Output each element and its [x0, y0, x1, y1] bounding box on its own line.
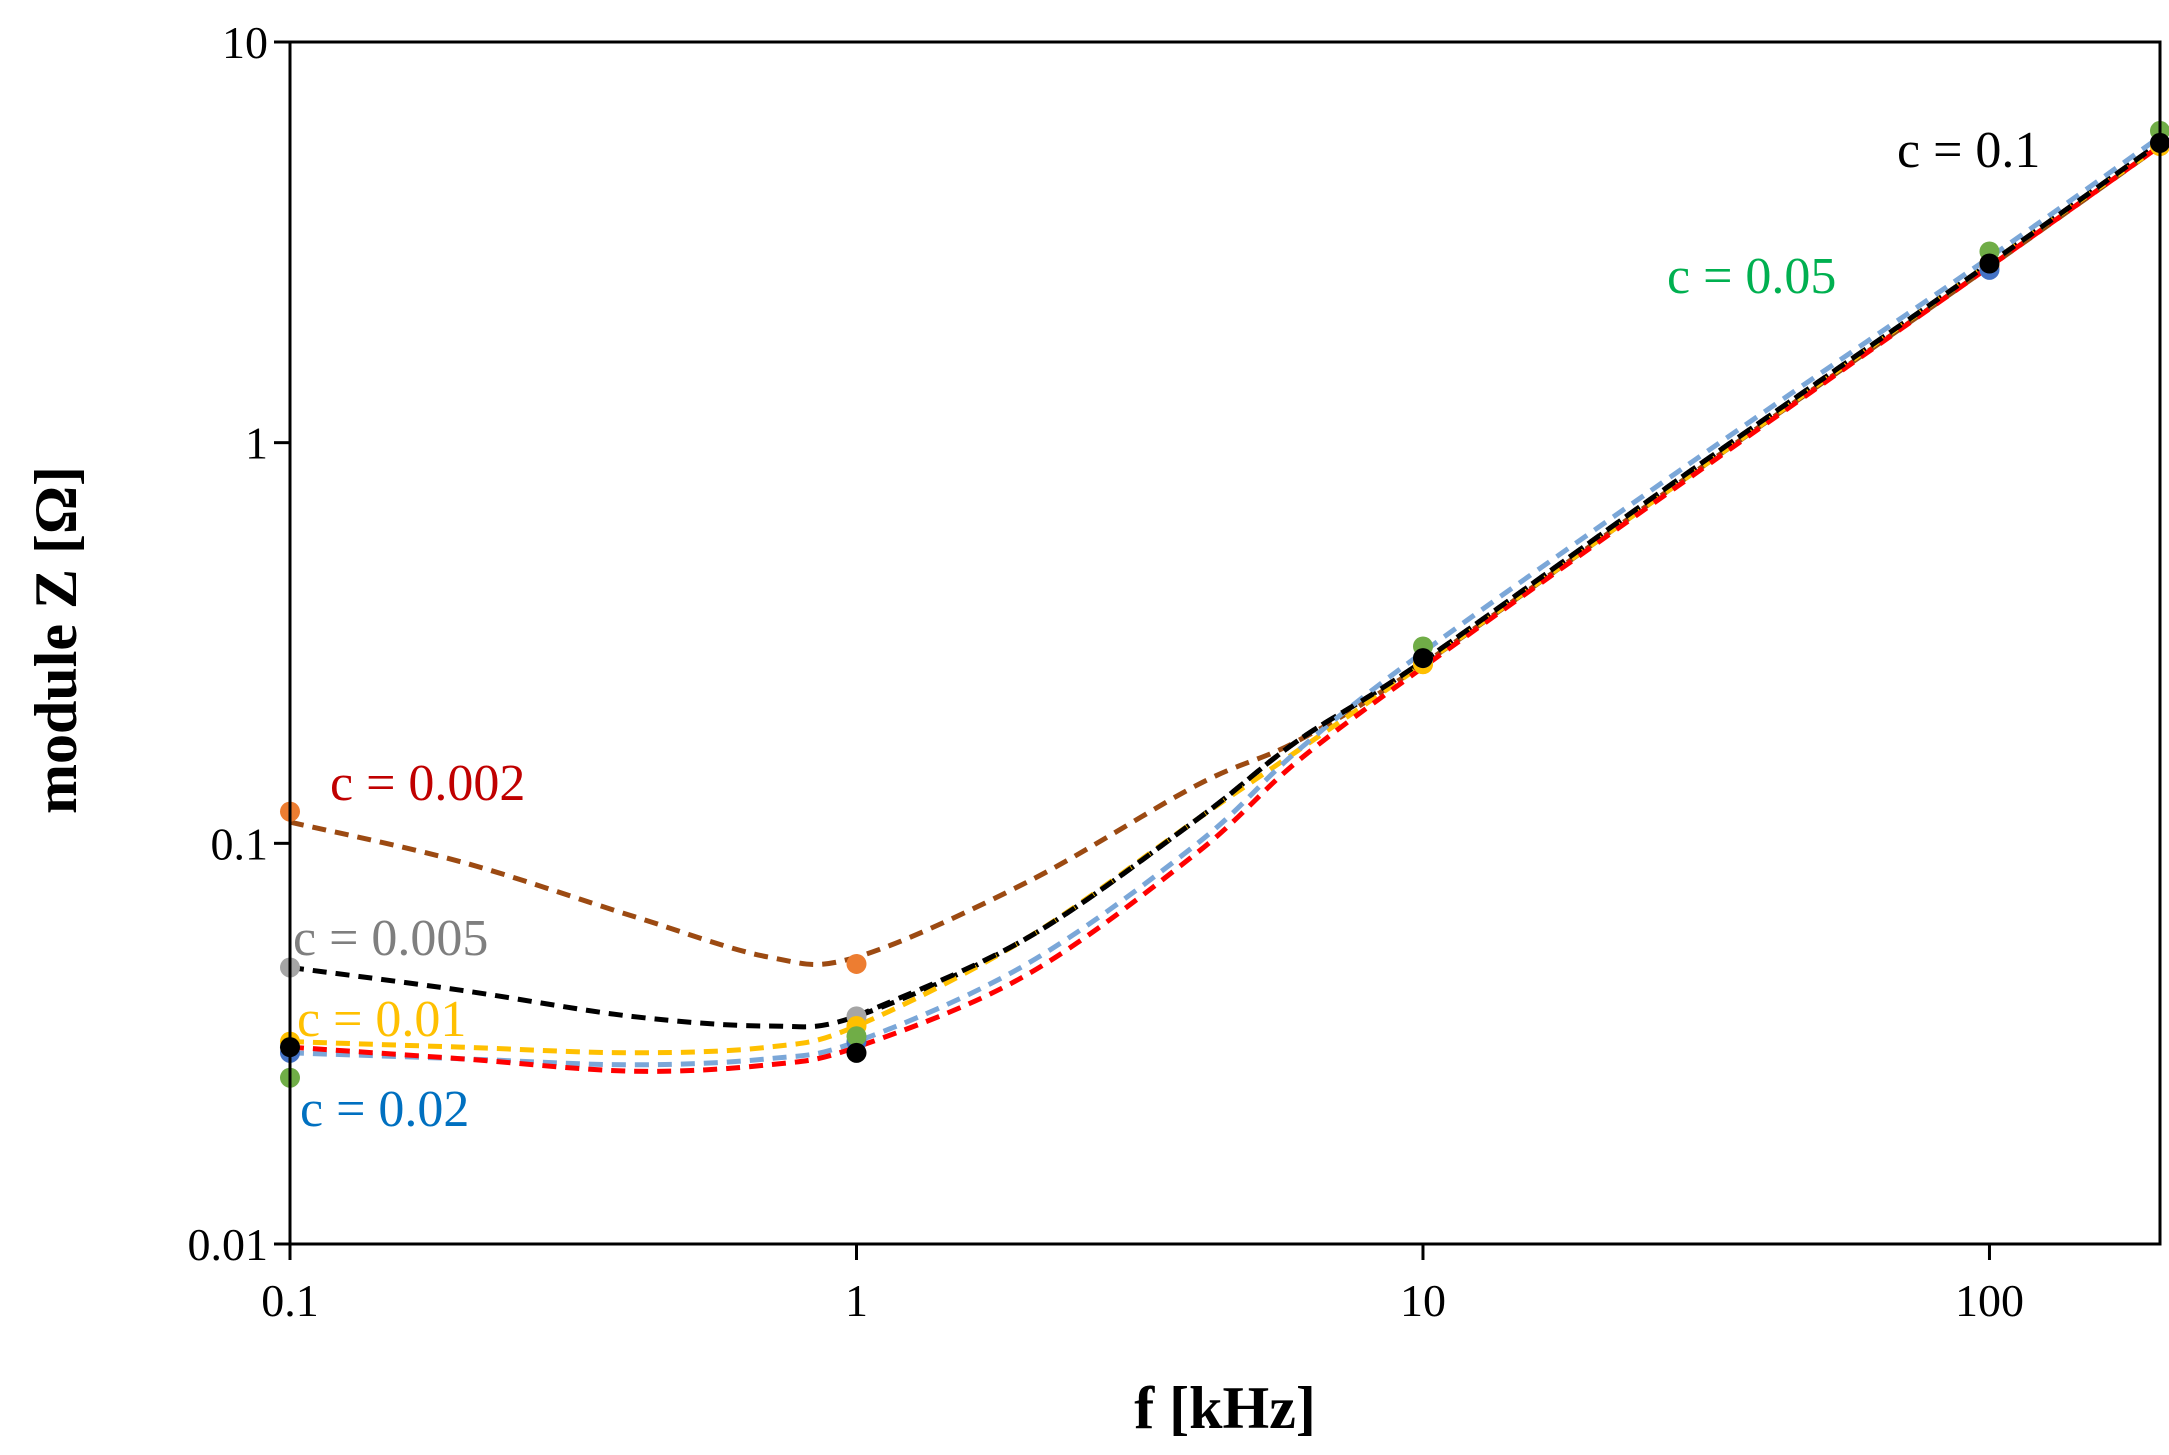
x-tick-label: 100: [1955, 1275, 2024, 1326]
y-tick-label: 1: [245, 418, 268, 469]
series-curve-5: [855, 140, 2162, 1019]
y-tick-label: 0.01: [188, 1219, 269, 1270]
series-5-data-point: [846, 1042, 867, 1063]
series-points: [280, 120, 2169, 1088]
series-curve-4: [289, 143, 2162, 1074]
x-tick-label: 10: [1400, 1275, 1446, 1326]
series-curve-0: [289, 143, 2162, 967]
y-axis-title: module Z [Ω]: [23, 466, 89, 814]
series-label-c-0.002: c = 0.002: [330, 755, 525, 812]
series-curve-1: [289, 140, 2162, 1030]
x-tick-label: 0.1: [261, 1275, 319, 1326]
series-curve-2: [289, 143, 2162, 1056]
series-labels: c = 0.002 c = 0.005 c = 0.01 c = 0.02 c …: [293, 122, 2040, 1138]
series-5-data-point: [1412, 648, 1433, 669]
y-tick-label: 0.1: [211, 818, 269, 869]
plot-area-frame: [288, 40, 2162, 1246]
series-label-c-0.02: c = 0.02: [300, 1081, 469, 1138]
series-5-data-point: [1979, 253, 2000, 274]
series-curves: [289, 134, 2162, 1074]
series-curve-3: [289, 134, 2162, 1068]
y-tick-label: 10: [222, 17, 268, 68]
series-label-c-0.05: c = 0.05: [1667, 248, 1836, 305]
series-4-data-point: [846, 1026, 867, 1047]
x-axis-title: f [kHz]: [1134, 1375, 1316, 1441]
series-label-c-0.01: c = 0.01: [297, 991, 466, 1048]
series-label-c-0.005: c = 0.005: [293, 910, 488, 967]
x-tick-label: 1: [845, 1275, 868, 1326]
series-0-data-point: [846, 953, 867, 974]
series-label-c-0.1: c = 0.1: [1897, 122, 2040, 179]
